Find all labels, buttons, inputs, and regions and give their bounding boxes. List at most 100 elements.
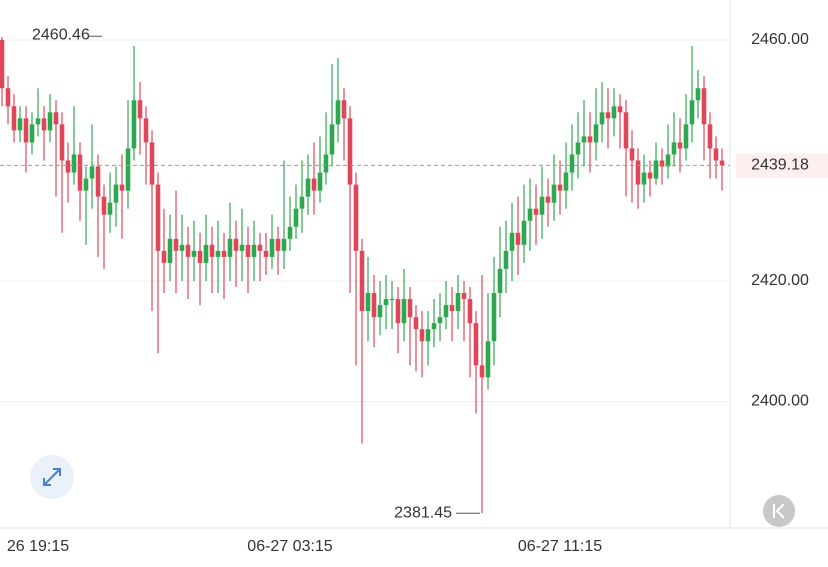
candle-body (437, 317, 443, 324)
candle-body (371, 293, 377, 318)
max-label: 2460.46 (32, 26, 90, 43)
candle-body (131, 100, 137, 149)
candle-body (353, 184, 359, 251)
candle-body (605, 112, 611, 119)
candle-body (155, 184, 161, 251)
candle-body (389, 299, 395, 301)
candle-body (395, 299, 401, 324)
candle-body (215, 250, 221, 257)
candle-body (257, 244, 263, 251)
candle-body (677, 142, 683, 149)
min-label: 2381.45 (394, 504, 452, 521)
candle-body (419, 329, 425, 342)
reset-circle (763, 495, 795, 527)
candle-body (107, 202, 113, 215)
candle-body (95, 166, 101, 197)
candle-body (563, 172, 569, 191)
candle-body (347, 118, 353, 185)
candle-body (101, 196, 107, 215)
last-price-box (736, 153, 828, 178)
candle-body (683, 124, 689, 149)
candle-body (707, 124, 713, 149)
candle-body (35, 118, 41, 125)
candle-body (443, 305, 449, 318)
candle-body (323, 154, 329, 173)
candle-body (527, 208, 533, 221)
candle-body (485, 341, 491, 378)
candle-body (125, 148, 131, 191)
candle-body (671, 142, 677, 155)
candle-body (233, 238, 239, 251)
candle-body (47, 112, 53, 131)
candle-body (17, 118, 23, 131)
candle-body (455, 293, 461, 312)
candle-body (581, 136, 587, 143)
candle-body (209, 244, 215, 257)
candle-body (551, 184, 557, 203)
candle-body (179, 244, 185, 251)
candle-body (311, 178, 317, 191)
y-tick-label: 2400.00 (751, 393, 809, 410)
candle-body (599, 112, 605, 125)
candle-body (119, 184, 125, 191)
candle-body (263, 250, 269, 257)
candle-body (461, 293, 467, 300)
candle-body (5, 88, 11, 107)
candle-body (23, 118, 29, 143)
candle-body (41, 118, 47, 131)
candle-body (521, 220, 527, 245)
candle-body (545, 196, 551, 203)
y-tick-label: 2460.00 (751, 31, 809, 48)
x-tick-label: 06-27 03:15 (247, 538, 333, 555)
candle-body (407, 299, 413, 318)
candle-body (425, 329, 431, 342)
candle-body (299, 196, 305, 209)
candle-body (623, 112, 629, 149)
candle-body (0, 40, 5, 89)
candle-body (611, 106, 617, 119)
candle-body (629, 148, 635, 161)
candle-body (71, 154, 77, 173)
candle-body (569, 154, 575, 173)
candle-body (59, 124, 65, 161)
candle-body (473, 323, 479, 366)
candle-body (401, 299, 407, 324)
candle-body (653, 160, 659, 179)
candle-body (659, 160, 665, 167)
candle-body (359, 250, 365, 312)
candle-body (83, 178, 89, 191)
candle-body (647, 172, 653, 179)
candle-body (29, 124, 35, 143)
candle-body (449, 305, 455, 312)
candle-body (221, 250, 227, 257)
candle-body (713, 148, 719, 161)
candle-body (617, 106, 623, 113)
y-tick-label: 2420.00 (751, 272, 809, 289)
candle-body (413, 317, 419, 330)
candle-body (203, 244, 209, 263)
candle-body (269, 238, 275, 257)
reset-button[interactable] (763, 495, 795, 527)
candle-body (467, 299, 473, 324)
expand-icon (43, 468, 61, 486)
candle-body (695, 88, 701, 101)
candle-body (191, 250, 197, 257)
candle-body (185, 244, 191, 257)
candle-body (689, 100, 695, 125)
candle-body (65, 160, 71, 173)
candle-body (515, 232, 521, 245)
expand-button[interactable] (30, 455, 74, 499)
candle-body (89, 166, 95, 179)
candle-body (365, 293, 371, 312)
candle-body (113, 184, 119, 203)
candle-body (575, 142, 581, 155)
candle-body (341, 100, 347, 119)
candle-body (533, 208, 539, 215)
reset-icon (773, 503, 785, 519)
candle-body (593, 124, 599, 143)
candle-body (287, 226, 293, 239)
candle-body (281, 238, 287, 251)
candle-body (701, 88, 707, 125)
candle-body (317, 172, 323, 191)
